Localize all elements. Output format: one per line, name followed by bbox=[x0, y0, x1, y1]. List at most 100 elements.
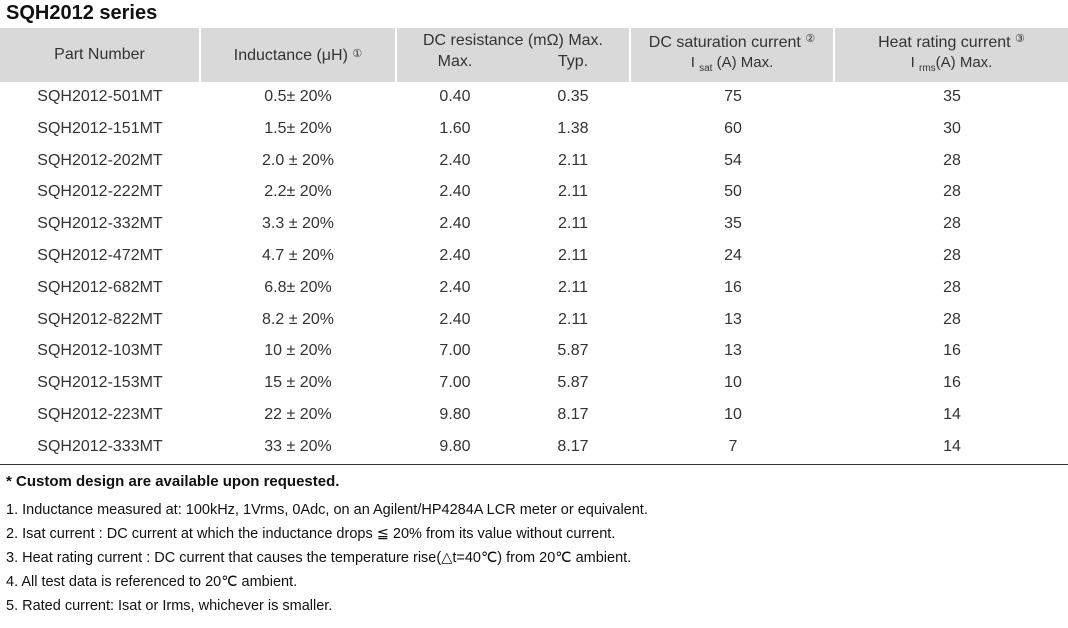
cell-dcr-max: 2.40 bbox=[439, 215, 471, 233]
cell-dcr-typ: 2.11 bbox=[558, 151, 588, 169]
cell-inductance: 2.0 ± 20% bbox=[262, 151, 334, 169]
cell-dcr-max: 1.60 bbox=[439, 119, 471, 137]
cell-dcr-max: 2.40 bbox=[439, 246, 471, 264]
cell-inductance: 2.2± 20% bbox=[264, 183, 332, 201]
cell-dcr-typ: 5.87 bbox=[557, 342, 589, 360]
cell-heat-rating-current: 28 bbox=[943, 310, 961, 328]
table-row: SQH2012-501MT 0.5± 20% 0.40 0.35 75 35 bbox=[0, 82, 1068, 114]
cell-saturation-current: 35 bbox=[724, 215, 742, 233]
cell-dcr-typ: 2.11 bbox=[558, 215, 588, 233]
cell-heat-rating-current: 14 bbox=[943, 437, 961, 455]
custom-design-note: * Custom design are available upon reque… bbox=[6, 473, 340, 490]
cell-inductance: 22 ± 20% bbox=[264, 405, 332, 423]
cell-inductance: 6.8± 20% bbox=[264, 278, 332, 296]
footnotes: * Custom design are available upon reque… bbox=[6, 470, 648, 618]
cell-part-number: SQH2012-682MT bbox=[37, 278, 163, 296]
cell-saturation-current: 7 bbox=[728, 437, 738, 455]
cell-heat-rating-current: 28 bbox=[943, 278, 961, 296]
header-inductance: Inductance (μH) ① bbox=[201, 28, 395, 82]
cell-heat-rating-current: 28 bbox=[943, 151, 961, 169]
cell-dcr-typ: 2.11 bbox=[558, 183, 588, 201]
cell-part-number: SQH2012-822MT bbox=[37, 310, 163, 328]
cell-part-number: SQH2012-151MT bbox=[37, 119, 163, 137]
table-row: SQH2012-222MT 2.2± 20% 2.40 2.11 50 28 bbox=[0, 177, 1068, 209]
cell-dcr-max: 9.80 bbox=[439, 405, 471, 423]
table-row: SQH2012-151MT 1.5± 20% 1.60 1.38 60 30 bbox=[0, 114, 1068, 146]
header-label: I bbox=[910, 54, 915, 71]
cell-part-number: SQH2012-222MT bbox=[37, 183, 163, 201]
header-label: DC saturation current bbox=[648, 34, 801, 51]
table-row: SQH2012-332MT 3.3 ± 20% 2.40 2.11 35 28 bbox=[0, 209, 1068, 241]
cell-dcr-typ: 5.87 bbox=[557, 374, 589, 392]
cell-dcr-typ: 2.11 bbox=[558, 278, 588, 296]
cell-inductance: 33 ± 20% bbox=[264, 437, 332, 455]
header-label: rms bbox=[919, 63, 936, 74]
table-row: SQH2012-202MT 2.0 ± 20% 2.40 2.11 54 28 bbox=[0, 146, 1068, 178]
header-label: I bbox=[690, 54, 695, 71]
cell-dcr-max: 2.40 bbox=[439, 151, 471, 169]
table-row: SQH2012-333MT 33 ± 20% 9.80 8.17 7 14 bbox=[0, 432, 1068, 464]
header-label: (A) Max. bbox=[935, 54, 993, 71]
cell-heat-rating-current: 28 bbox=[943, 183, 961, 201]
table-row: SQH2012-103MT 10 ± 20% 7.00 5.87 13 16 bbox=[0, 336, 1068, 368]
header-label: (A) Max. bbox=[716, 54, 774, 71]
table-body: SQH2012-501MT 0.5± 20% 0.40 0.35 75 35 SQH2012… bbox=[0, 82, 1068, 464]
table-row: SQH2012-822MT 8.2 ± 20% 2.40 2.11 13 28 bbox=[0, 305, 1068, 337]
header-label: Typ. bbox=[557, 53, 589, 70]
cell-dcr-typ: 8.17 bbox=[557, 405, 589, 423]
cell-part-number: SQH2012-153MT bbox=[37, 374, 163, 392]
cell-dcr-typ: 0.35 bbox=[557, 88, 589, 105]
table-row: SQH2012-153MT 15 ± 20% 7.00 5.87 10 16 bbox=[0, 368, 1068, 400]
footnote: 2. Isat current : DC current at which th… bbox=[6, 526, 616, 542]
cell-saturation-current: 54 bbox=[724, 151, 742, 169]
cell-heat-rating-current: 28 bbox=[943, 246, 961, 264]
cell-saturation-current: 13 bbox=[724, 342, 742, 360]
header-label: Max. bbox=[437, 53, 473, 70]
cell-inductance: 10 ± 20% bbox=[264, 342, 332, 360]
header-label: Part Number bbox=[54, 46, 145, 63]
cell-saturation-current: 75 bbox=[724, 88, 742, 105]
cell-heat-rating-current: 28 bbox=[943, 215, 961, 233]
cell-part-number: SQH2012-332MT bbox=[37, 215, 163, 233]
footnote: 5. Rated current: Isat or Irms, whicheve… bbox=[6, 598, 333, 614]
cell-heat-rating-current: 30 bbox=[943, 119, 961, 137]
footnote-marker: ② bbox=[805, 33, 816, 45]
cell-part-number: SQH2012-103MT bbox=[37, 342, 163, 360]
cell-saturation-current: 10 bbox=[724, 374, 742, 392]
header-label: sat bbox=[699, 63, 713, 74]
header-label: Inductance (μH) bbox=[233, 47, 348, 64]
cell-dcr-typ: 8.17 bbox=[557, 437, 589, 455]
cell-saturation-current: 24 bbox=[724, 246, 742, 264]
cell-heat-rating-current: 14 bbox=[943, 405, 961, 423]
table-row: SQH2012-223MT 22 ± 20% 9.80 8.17 10 14 bbox=[0, 400, 1068, 432]
divider bbox=[0, 464, 1068, 465]
cell-inductance: 0.5± 20% bbox=[264, 88, 332, 105]
header-part-number: Part Number bbox=[0, 28, 199, 82]
cell-dcr-max: 2.40 bbox=[439, 310, 471, 328]
cell-saturation-current: 50 bbox=[724, 183, 742, 201]
header-label: DC resistance (mΩ) Max. bbox=[423, 32, 603, 49]
cell-dcr-typ: 1.38 bbox=[557, 119, 589, 137]
cell-inductance: 4.7 ± 20% bbox=[262, 246, 334, 264]
cell-heat-rating-current: 35 bbox=[943, 88, 961, 105]
footnote-marker: ③ bbox=[1015, 33, 1025, 45]
cell-inductance: 3.3 ± 20% bbox=[262, 215, 334, 233]
cell-saturation-current: 10 bbox=[724, 405, 742, 423]
cell-heat-rating-current: 16 bbox=[943, 342, 961, 360]
footnote-marker: ① bbox=[352, 48, 363, 60]
cell-saturation-current: 13 bbox=[724, 310, 742, 328]
cell-dcr-max: 2.40 bbox=[439, 183, 471, 201]
cell-inductance: 8.2 ± 20% bbox=[262, 310, 334, 328]
cell-part-number: SQH2012-501MT bbox=[37, 88, 163, 105]
cell-dcr-max: 7.00 bbox=[439, 342, 471, 360]
footnote: 4. All test data is referenced to 20℃ am… bbox=[6, 574, 298, 590]
page-title: SQH2012 series bbox=[6, 2, 158, 24]
cell-saturation-current: 60 bbox=[724, 119, 742, 137]
cell-inductance: 1.5± 20% bbox=[264, 119, 332, 137]
header-label: Heat rating current bbox=[878, 34, 1011, 51]
cell-part-number: SQH2012-472MT bbox=[37, 246, 163, 264]
cell-dcr-max: 2.40 bbox=[439, 278, 471, 296]
cell-part-number: SQH2012-202MT bbox=[37, 151, 163, 169]
table-row: SQH2012-472MT 4.7 ± 20% 2.40 2.11 24 28 bbox=[0, 241, 1068, 273]
cell-inductance: 15 ± 20% bbox=[264, 374, 332, 392]
